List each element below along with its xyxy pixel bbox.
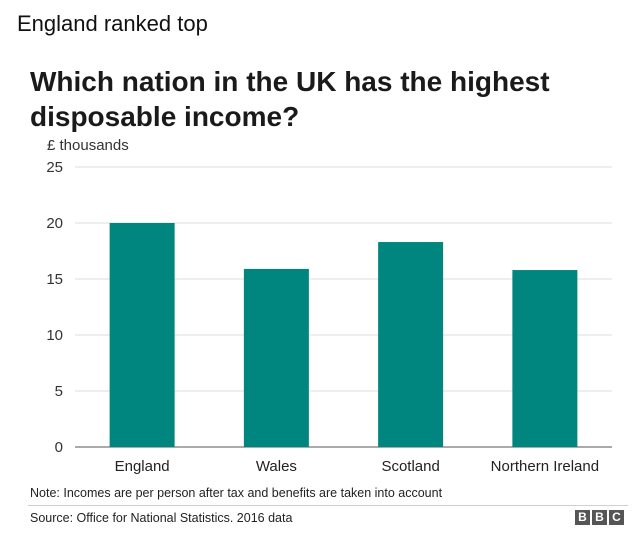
y-tick-label: 5 (55, 383, 63, 400)
page-caption: England ranked top (17, 11, 208, 36)
bar (378, 242, 444, 447)
y-axis-label: £ thousands (47, 137, 129, 154)
source-text: Source: Office for National Statistics. … (30, 511, 293, 525)
bar (243, 268, 309, 447)
chart-note: Note: Incomes are per person after tax a… (30, 486, 443, 500)
bbc-logo-letter-1: B (575, 510, 590, 525)
x-tick-label: Scotland (381, 458, 439, 475)
y-tick-label: 15 (46, 271, 63, 288)
bar (512, 270, 578, 447)
chart-title: Which nation in the UK has the highest d… (30, 66, 550, 132)
y-tick-label: 20 (46, 215, 63, 232)
y-tick-label: 10 (46, 327, 63, 344)
y-tick-label: 0 (55, 439, 63, 456)
bar (109, 223, 175, 447)
footer-divider (28, 505, 628, 506)
bar-chart: 0 5 10 15 20 25 England Wales Scotland Northern I… (46, 159, 612, 475)
x-tick-label: England (115, 458, 170, 475)
x-tick-label: Wales (256, 458, 297, 475)
x-tick-label: Northern Ireland (491, 458, 599, 475)
bbc-logo-letter-3: C (609, 510, 624, 525)
y-tick-label: 25 (46, 159, 63, 176)
bbc-logo-letter-2: B (592, 510, 607, 525)
bbc-logo: B B C (575, 510, 624, 525)
